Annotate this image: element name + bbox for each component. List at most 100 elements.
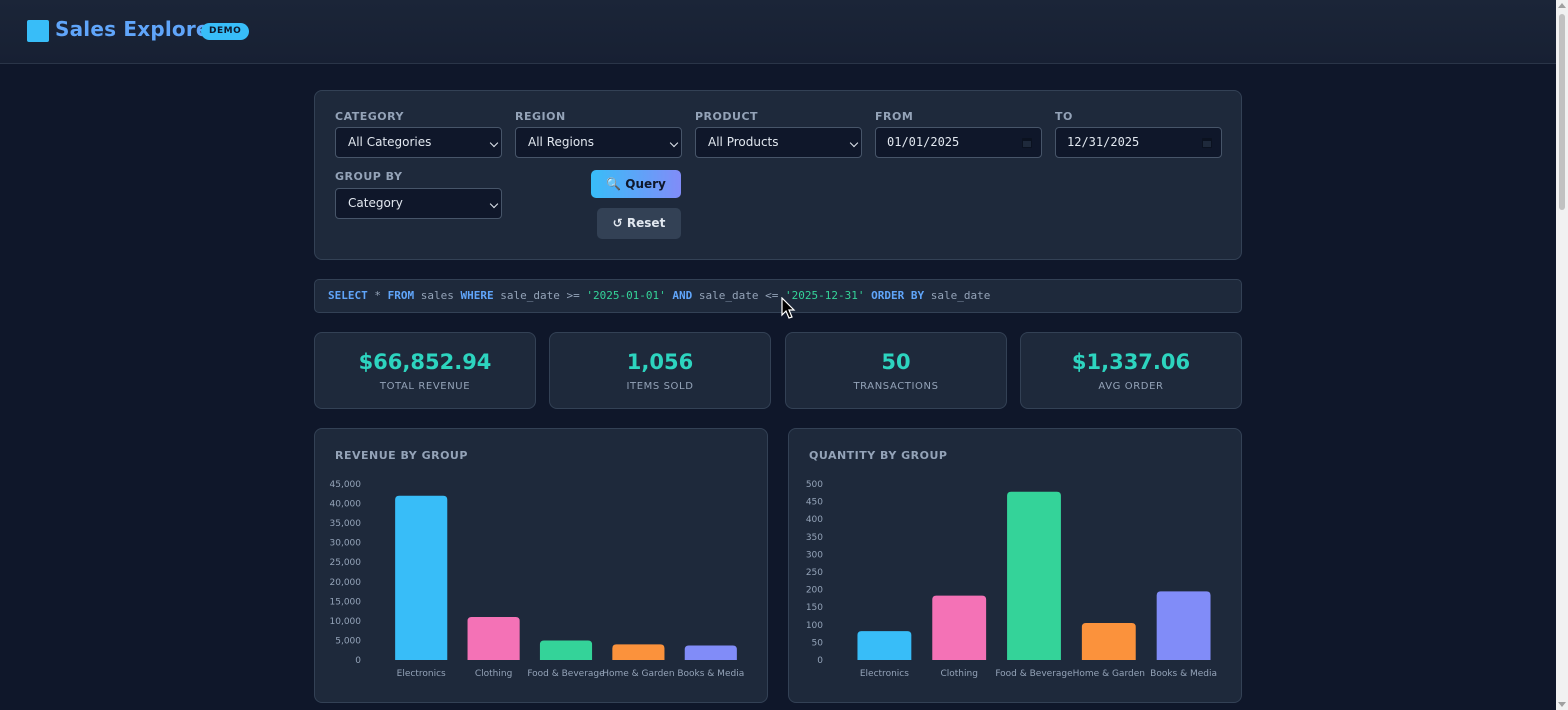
sql-text: sale_date <= [692, 289, 786, 302]
sql-keyword: FROM [387, 289, 415, 302]
y-tick-label: 350 [806, 533, 823, 543]
x-tick-label: Electronics [860, 669, 909, 679]
category-label: CATEGORY [335, 110, 404, 123]
region-label: REGION [515, 110, 566, 123]
from-date-value: 01/01/2025 [887, 135, 960, 149]
bar[interactable] [612, 644, 665, 660]
bar[interactable] [684, 645, 737, 660]
to-label: TO [1055, 110, 1073, 123]
bar[interactable] [1156, 591, 1211, 660]
bar[interactable] [932, 595, 987, 660]
y-tick-label: 150 [806, 603, 823, 613]
y-tick-label: 45,000 [330, 480, 362, 490]
x-tick-label: Books & Media [1150, 669, 1217, 679]
y-tick-label: 25,000 [330, 558, 362, 568]
chevron-down-icon [669, 138, 679, 148]
x-tick-label: Home & Garden [1073, 669, 1145, 679]
y-tick-label: 20,000 [330, 578, 362, 588]
chevron-down-icon [489, 138, 499, 148]
chart-title: QUANTITY BY GROUP [809, 449, 948, 462]
app-title: Sales Explorer [55, 17, 220, 41]
y-tick-label: 35,000 [330, 519, 362, 529]
bar[interactable] [467, 616, 520, 660]
y-tick-label: 200 [806, 586, 823, 596]
calendar-icon[interactable] [1202, 138, 1212, 148]
y-tick-label: 30,000 [330, 539, 362, 549]
scroll-up-icon[interactable] [1558, 3, 1566, 8]
bar[interactable] [1081, 623, 1136, 660]
sql-text: sale_date >= [493, 289, 587, 302]
group-by-select[interactable]: Category [335, 188, 502, 219]
y-tick-label: 450 [806, 498, 823, 508]
chevron-down-icon [849, 138, 859, 148]
bar[interactable] [539, 640, 593, 660]
y-tick-label: 300 [806, 550, 823, 560]
stat-card-transactions: 50 TRANSACTIONS [785, 332, 1007, 409]
stat-label: TOTAL REVENUE [379, 381, 471, 392]
filter-panel: CATEGORY All Categories REGION All Regio… [314, 90, 1242, 260]
revenue-bar-chart: 0 5,000 10,000 15,000 20,000 25,000 30,000 35,0… [330, 480, 745, 679]
stat-value: $66,852.94 [358, 350, 492, 374]
bar[interactable] [857, 631, 912, 660]
group-by-label: GROUP BY [335, 170, 403, 183]
sql-string: '2025-01-01' [586, 289, 666, 302]
revenue-chart-panel: REVENUE BY GROUP 0 5,000 10,000 15,000 20,00… [314, 428, 768, 703]
stat-card-total-revenue: $66,852.94 TOTAL REVENUE [314, 332, 536, 409]
stat-value: 50 [881, 350, 911, 374]
stat-card-avg-order: $1,337.06 AVG ORDER [1020, 332, 1242, 409]
chevron-down-icon [489, 199, 499, 209]
stat-value: 1,056 [626, 350, 694, 374]
sql-text: sales [414, 289, 461, 302]
stat-label: ITEMS SOLD [626, 381, 694, 392]
stat-label: TRANSACTIONS [853, 381, 939, 392]
y-tick-label: 250 [806, 568, 823, 578]
group-by-select-value: Category [348, 196, 403, 210]
sql-keyword: ORDER BY [864, 289, 925, 302]
calendar-icon[interactable] [1022, 138, 1032, 148]
from-date-input[interactable]: 01/01/2025 [875, 127, 1042, 158]
product-select[interactable]: All Products [695, 127, 862, 158]
y-tick-label: 5,000 [335, 636, 361, 646]
bar[interactable] [1007, 491, 1061, 660]
scroll-down-icon[interactable] [1558, 702, 1566, 707]
y-tick-label: 50 [812, 638, 824, 648]
logo-icon [27, 20, 49, 42]
sql-keyword: SELECT [328, 289, 368, 302]
y-tick-label: 100 [806, 621, 823, 631]
reset-button[interactable]: ↺ Reset [597, 208, 681, 239]
mouse-cursor-icon [781, 297, 796, 319]
x-tick-label: Electronics [397, 669, 446, 679]
sql-keyword: AND [665, 289, 693, 302]
stat-value: $1,337.06 [1071, 350, 1191, 374]
y-tick-label: 10,000 [330, 617, 362, 627]
scroll-thumb[interactable] [1559, 14, 1565, 210]
stat-card-items-sold: 1,056 ITEMS SOLD [549, 332, 771, 409]
y-tick-label: 0 [817, 656, 823, 666]
to-date-value: 12/31/2025 [1067, 135, 1140, 149]
query-button[interactable]: 🔍 Query [591, 170, 681, 198]
y-tick-label: 400 [806, 515, 823, 525]
product-label: PRODUCT [695, 110, 759, 123]
page-scrollbar[interactable] [1556, 0, 1568, 710]
chart-title: REVENUE BY GROUP [335, 449, 468, 462]
top-bar: Sales Explorer DEMO [0, 0, 1556, 64]
sql-keyword: WHERE [460, 289, 494, 302]
sql-string: '2025-12-31' [785, 289, 865, 302]
y-tick-label: 15,000 [330, 597, 362, 607]
stat-label: AVG ORDER [1098, 381, 1164, 392]
category-select[interactable]: All Categories [335, 127, 502, 158]
category-select-value: All Categories [348, 135, 432, 149]
y-tick-label: 40,000 [330, 500, 362, 510]
x-tick-label: Home & Garden [602, 669, 674, 679]
from-label: FROM [875, 110, 914, 123]
quantity-chart-panel: QUANTITY BY GROUP 0 50 100 150 200 250 300 350 4… [788, 428, 1242, 703]
x-tick-label: Food & Beverage [995, 669, 1073, 679]
to-date-input[interactable]: 12/31/2025 [1055, 127, 1222, 158]
bar[interactable] [395, 495, 448, 660]
sql-text: sale_date [924, 289, 991, 302]
x-tick-label: Books & Media [677, 669, 744, 679]
region-select[interactable]: All Regions [515, 127, 682, 158]
x-tick-label: Food & Beverage [527, 669, 605, 679]
sql-preview: SELECT * FROM sales WHERE sale_date >= '… [314, 279, 1242, 313]
demo-badge: DEMO [201, 23, 250, 40]
